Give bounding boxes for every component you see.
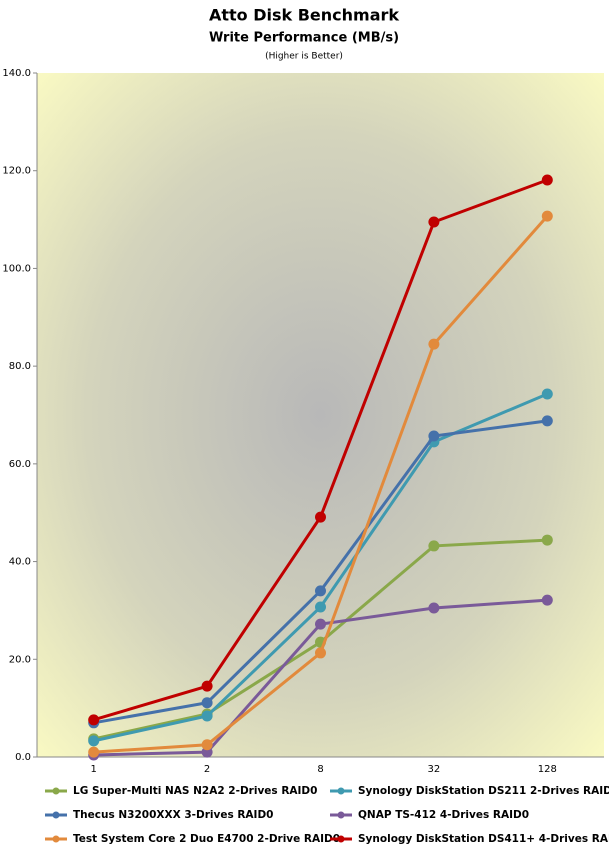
chart-subtitle: Write Performance (MB/s): [209, 31, 399, 46]
data-point: [201, 697, 213, 709]
data-point: [541, 388, 553, 400]
legend-marker: [52, 787, 60, 795]
legend-marker: [52, 835, 60, 843]
y-tick-label: 40.0: [9, 557, 31, 568]
data-point: [541, 174, 553, 186]
data-point: [201, 739, 213, 751]
data-point: [315, 601, 326, 613]
x-tick-label: 32: [428, 764, 441, 775]
y-tick-label: 0.0: [15, 752, 31, 763]
legend-label: LG Super-Multi NAS N2A2 2-Drives RAID0: [73, 785, 317, 797]
chart-title: Atto Disk Benchmark: [209, 6, 399, 25]
legend-marker: [337, 811, 345, 819]
data-point: [88, 735, 100, 747]
data-point: [428, 338, 440, 350]
legend-label: Thecus N3200XXX 3-Drives RAID0: [73, 809, 273, 821]
x-tick-label: 8: [317, 764, 323, 775]
legend-label: Test System Core 2 Duo E4700 2-Drive RAI…: [73, 833, 340, 845]
data-point: [201, 710, 213, 722]
data-point: [428, 540, 440, 552]
data-point: [201, 680, 213, 692]
x-tick-label: 128: [538, 764, 557, 775]
data-point: [315, 618, 326, 630]
data-point: [541, 415, 553, 427]
data-point: [315, 647, 326, 659]
data-point: [88, 714, 100, 726]
legend-marker: [52, 811, 60, 819]
x-tick-label: 2: [204, 764, 210, 775]
x-tick-label: 1: [91, 764, 97, 775]
data-point: [428, 430, 440, 442]
data-point: [541, 210, 553, 222]
legend-marker: [337, 787, 345, 795]
legend-marker: [337, 835, 345, 843]
data-point: [315, 585, 326, 597]
y-tick-label: 20.0: [9, 654, 31, 665]
legend-label: Synology DiskStation DS411+ 4-Drives RAI…: [358, 833, 609, 845]
data-point: [541, 534, 553, 546]
data-point: [315, 511, 326, 523]
data-point: [428, 216, 440, 228]
y-tick-label: 120.0: [2, 166, 31, 177]
y-tick-label: 100.0: [2, 263, 31, 274]
y-tick-label: 80.0: [9, 361, 31, 372]
legend-label: QNAP TS-412 4-Drives RAID0: [358, 809, 529, 821]
y-tick-label: 140.0: [2, 68, 31, 79]
legend-label: Synology DiskStation DS211 2-Drives RAID…: [358, 785, 609, 797]
y-tick-label: 60.0: [9, 459, 31, 470]
data-point: [88, 746, 100, 758]
annotation: (Higher is Better): [265, 52, 343, 62]
data-point: [428, 602, 440, 614]
data-point: [541, 594, 553, 606]
